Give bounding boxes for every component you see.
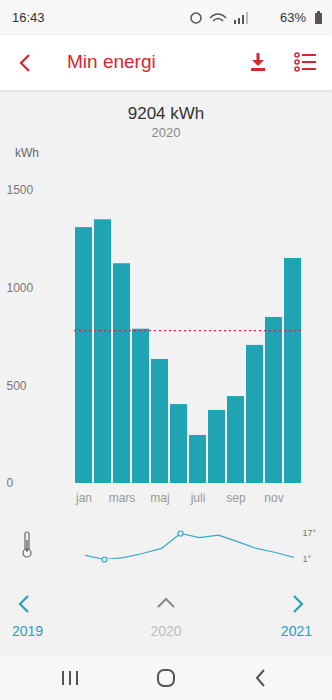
svg-text:mars: mars (109, 491, 136, 505)
html-text:Min energi: Min energi (67, 51, 156, 72)
svg-text:1500: 1500 (7, 183, 34, 197)
svg-text:17°: 17° (303, 528, 317, 538)
html-text:63%: 63% (280, 10, 306, 25)
html-text:2019: 2019 (12, 623, 44, 639)
html-text:2020: 2020 (150, 623, 182, 639)
html-text:kWh: kWh (15, 146, 39, 160)
svg-text:1°: 1° (303, 554, 312, 564)
svg-text:sep: sep (226, 491, 246, 505)
svg-text:nov: nov (264, 491, 283, 505)
html-text:2021: 2021 (280, 623, 312, 639)
svg-text:1000: 1000 (7, 281, 34, 295)
svg-text:juli: juli (190, 491, 206, 505)
html-text:16:43: 16:43 (12, 10, 45, 25)
html-text:9204 kWh: 9204 kWh (127, 104, 205, 123)
html-text:2020: 2020 (151, 125, 181, 140)
svg-text:jan: jan (75, 491, 92, 505)
svg-text:maj: maj (150, 491, 169, 505)
svg-text:500: 500 (7, 379, 27, 393)
svg-text:0: 0 (7, 476, 14, 490)
